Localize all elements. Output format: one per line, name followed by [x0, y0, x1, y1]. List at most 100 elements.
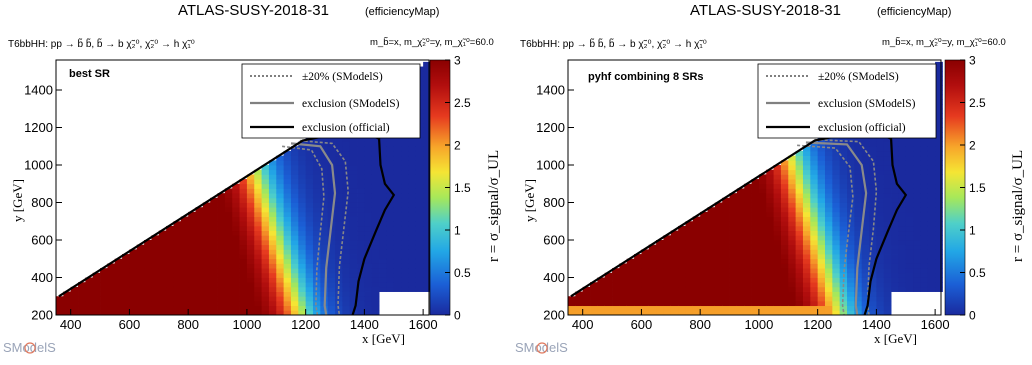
heatmap-cell	[575, 296, 584, 302]
heatmap-cell	[85, 305, 94, 311]
heatmap-cell	[913, 249, 921, 255]
heatmap-cell	[298, 193, 307, 199]
heatmap-cell	[379, 155, 387, 161]
colorbar-tick-label: 2.5	[969, 96, 986, 110]
heatmap-cell	[707, 207, 716, 213]
heatmap-cell	[386, 207, 395, 213]
heatmap-cell	[268, 291, 277, 297]
heatmap-cell	[393, 258, 402, 264]
heatmap-cell	[854, 146, 863, 152]
heatmap-cell	[290, 207, 299, 213]
heatmap-cell	[751, 188, 760, 194]
heatmap-cell	[824, 235, 833, 241]
heatmap-cell	[824, 268, 833, 274]
heatmap-cell	[335, 197, 343, 203]
heatmap-cell	[685, 300, 694, 307]
heatmap-cell	[401, 277, 409, 283]
heatmap-cell	[766, 286, 774, 292]
heatmap-cell	[364, 183, 373, 189]
heatmap-cell	[100, 272, 108, 278]
heatmap-cell	[869, 165, 877, 171]
heatmap-cell	[714, 216, 723, 222]
heatmap-cell	[780, 183, 789, 189]
heatmap-cell	[305, 179, 314, 185]
heatmap-cell	[327, 155, 336, 161]
heatmap-cell	[891, 207, 899, 213]
heatmap-cell	[626, 296, 635, 302]
heatmap-cell	[854, 155, 863, 161]
heatmap-cell	[268, 179, 277, 185]
heatmap-cell	[268, 277, 277, 283]
x-tick-label: 400	[572, 317, 594, 332]
heatmap-cell	[832, 174, 841, 180]
heatmap-cell	[692, 305, 701, 311]
heatmap-cell	[63, 291, 72, 297]
heatmap-cell	[327, 202, 336, 208]
y-axis-label: y [GeV]	[522, 179, 537, 222]
heatmap-cell	[122, 310, 130, 316]
heatmap-cell	[685, 286, 694, 292]
heatmap-cell	[312, 155, 321, 161]
heatmap-cell	[401, 202, 409, 208]
heatmap-cell	[802, 202, 811, 208]
heatmap-cell	[107, 291, 116, 297]
heatmap-cell	[641, 263, 650, 269]
heatmap-cell	[268, 263, 277, 269]
heatmap-cell	[736, 254, 745, 260]
heatmap-cell	[320, 183, 329, 189]
heatmap-cell	[335, 254, 343, 260]
heatmap-cell	[320, 188, 329, 194]
heatmap-cell	[342, 155, 351, 161]
heatmap-cell	[802, 155, 811, 161]
heatmap-cell	[107, 286, 116, 292]
heatmap-cell	[817, 216, 826, 222]
heatmap-cell	[883, 136, 892, 142]
heatmap-cell	[788, 305, 797, 311]
heatmap-cell	[810, 202, 819, 208]
heatmap-cell	[166, 254, 174, 260]
heatmap-cell	[773, 300, 782, 307]
heatmap-cell	[729, 225, 738, 232]
heatmap-cell	[364, 277, 373, 283]
heatmap-cell	[722, 291, 730, 297]
heatmap-cell	[876, 141, 885, 147]
heatmap-cell	[847, 263, 855, 269]
heatmap-cell	[180, 258, 189, 264]
heatmap-cell	[839, 216, 848, 222]
heatmap-cell	[935, 282, 943, 288]
heatmap-cell	[371, 155, 380, 161]
legend-label-plusminus20: ±20% (SModelS)	[302, 71, 383, 83]
heatmap-cell	[758, 282, 767, 288]
heatmap-cell	[357, 254, 365, 260]
heatmap-cell	[327, 197, 336, 203]
heatmap-cell	[342, 249, 351, 255]
heatmap-cell	[268, 244, 277, 250]
heatmap-cell	[357, 155, 365, 161]
heatmap-cell	[423, 90, 431, 96]
heatmap-cell	[707, 296, 716, 302]
heatmap-cell	[847, 249, 855, 255]
heatmap-cell	[935, 202, 943, 208]
heatmap-cell	[239, 258, 248, 264]
heatmap-cell	[268, 310, 277, 316]
heatmap-cell	[261, 207, 270, 213]
heatmap-cell	[357, 141, 365, 147]
heatmap-cell	[386, 146, 395, 152]
heatmap-cell	[371, 286, 380, 292]
heatmap-cell	[129, 305, 138, 311]
heatmap-cell	[656, 282, 664, 288]
heatmap-cell	[276, 207, 285, 213]
heatmap-cell	[335, 150, 343, 157]
heatmap-cell	[619, 282, 628, 288]
heatmap-cell	[246, 310, 255, 316]
heatmap-cell	[861, 141, 870, 147]
heatmap-cell	[188, 268, 196, 274]
heatmap-cell	[408, 258, 417, 264]
heatmap-cell	[905, 155, 914, 161]
heatmap-cell	[357, 263, 365, 269]
heatmap-cell	[722, 207, 730, 213]
heatmap-cell	[298, 179, 307, 185]
heatmap-cell	[670, 230, 679, 236]
heatmap-cell	[810, 207, 819, 213]
